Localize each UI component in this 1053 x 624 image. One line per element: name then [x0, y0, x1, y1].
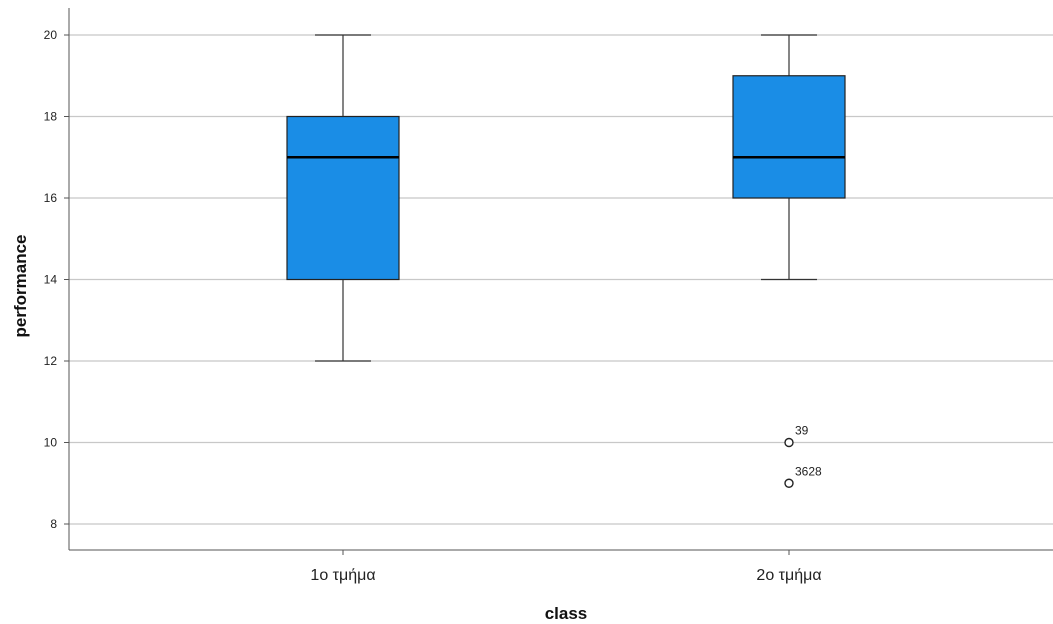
x-axis-title: class: [545, 604, 588, 623]
y-tick-label: 10: [44, 436, 58, 450]
box-group: [286, 34, 400, 362]
x-tick-labels: 1ο τμήμα 2ο τμήμα: [310, 550, 822, 584]
y-tick-labels: 8 10 12 14 16 18 20: [44, 28, 69, 531]
y-axis-title: performance: [11, 235, 30, 338]
outlier-point: [784, 437, 794, 448]
x-tick-label: 1ο τμήμα: [310, 567, 375, 584]
outlier-label: 39: [795, 424, 809, 438]
y-tick-label: 14: [44, 273, 58, 287]
boxes: 39 3628: [286, 34, 846, 488]
grid-lines: [69, 34, 1053, 525]
box-group: 39 3628: [732, 34, 846, 488]
box-iqr: [732, 75, 846, 199]
outlier-label: 3628: [795, 464, 822, 478]
y-tick-label: 8: [50, 517, 57, 531]
x-tick-label: 2ο τμήμα: [756, 567, 821, 584]
y-tick-label: 16: [44, 191, 58, 205]
box-iqr: [286, 115, 400, 281]
y-tick-label: 18: [44, 110, 58, 124]
outlier-point: [784, 478, 794, 488]
y-tick-label: 20: [44, 28, 58, 42]
y-tick-label: 12: [44, 354, 58, 368]
